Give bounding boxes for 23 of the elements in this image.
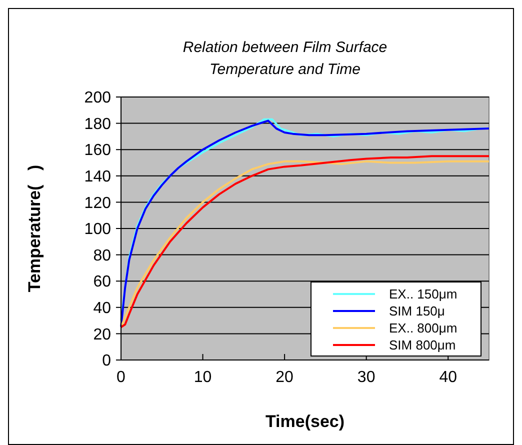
y-tick-label: 160 bbox=[84, 142, 112, 160]
legend-label: EX.. 800μm bbox=[389, 320, 458, 336]
x-tick-label: 20 bbox=[276, 369, 294, 386]
x-tick-label: 40 bbox=[439, 369, 458, 386]
x-tick-label: 0 bbox=[116, 369, 126, 386]
legend-label: SIM 800μm bbox=[389, 338, 456, 353]
x-axis-title: Time(sec) bbox=[265, 412, 345, 431]
y-tick-label: 20 bbox=[93, 326, 112, 344]
x-tick-label: 30 bbox=[357, 369, 376, 386]
y-tick-label: 120 bbox=[84, 194, 112, 212]
legend-label: SIM 150μ bbox=[389, 304, 445, 319]
legend-label: EX.. 150μm bbox=[389, 286, 458, 302]
x-tick-label: 10 bbox=[194, 369, 212, 386]
y-tick-label: 200 bbox=[84, 90, 112, 107]
y-tick-label: 60 bbox=[93, 274, 112, 291]
y-tick-label: 140 bbox=[84, 168, 112, 186]
y-tick-label: 100 bbox=[84, 221, 112, 238]
y-tick-label: 80 bbox=[93, 247, 112, 264]
y-axis-title: Temperature( ) bbox=[25, 164, 44, 292]
chart-title: Relation between Film Surface Temperature and Time bbox=[182, 39, 388, 78]
y-tick-label: 40 bbox=[93, 300, 112, 317]
y-tick-label: 0 bbox=[102, 352, 112, 370]
y-tick-label: 180 bbox=[84, 116, 112, 133]
